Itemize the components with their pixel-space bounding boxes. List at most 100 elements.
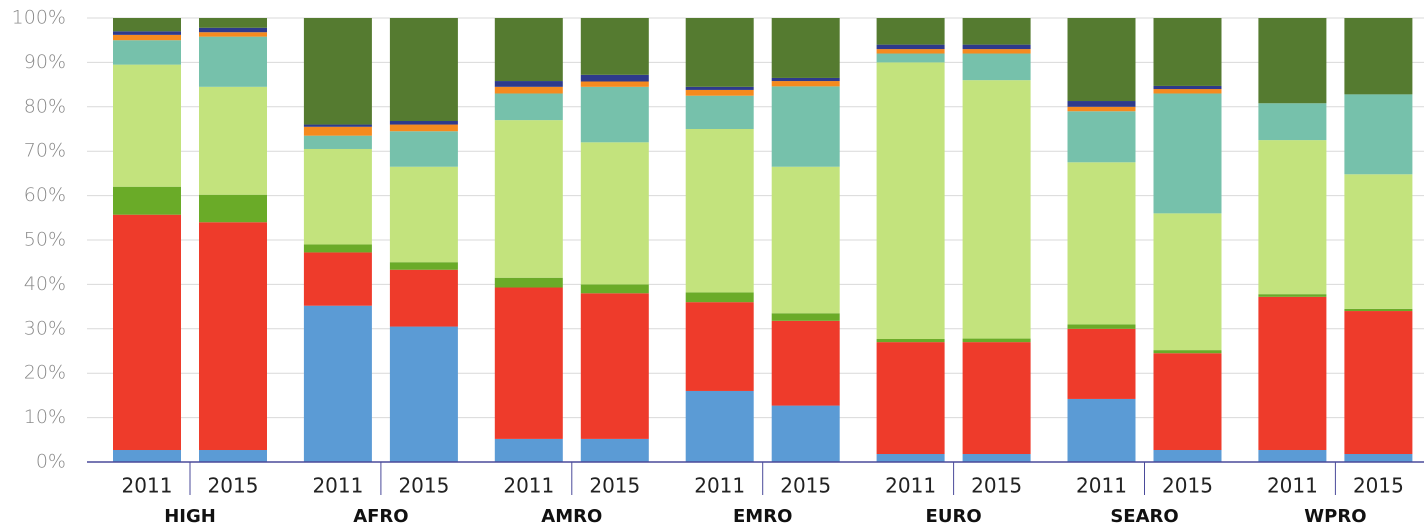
x-tick-label: 2015 bbox=[398, 474, 449, 498]
bar-segment bbox=[303, 252, 372, 306]
bar-segment bbox=[580, 74, 649, 82]
bar-segment bbox=[685, 129, 754, 293]
bar-segment bbox=[580, 18, 649, 75]
bar-segment bbox=[199, 32, 267, 37]
group-label: HIGH bbox=[164, 506, 216, 527]
bar-segment bbox=[1153, 353, 1222, 451]
bar-segment bbox=[876, 454, 945, 462]
bar-segment bbox=[1153, 350, 1222, 354]
bar-segment bbox=[113, 214, 181, 451]
bar-segment bbox=[389, 124, 458, 132]
bar-segment bbox=[771, 81, 840, 87]
x-tick-label: 2015 bbox=[1162, 474, 1213, 498]
y-tick-label: 30% bbox=[24, 317, 66, 339]
bar-segment bbox=[580, 81, 649, 87]
bar-segment bbox=[1258, 296, 1327, 451]
bar-segment bbox=[494, 120, 563, 278]
y-tick-label: 60% bbox=[24, 184, 66, 206]
y-tick-label: 0% bbox=[36, 451, 66, 473]
bar-segment bbox=[113, 40, 181, 65]
bar-segment bbox=[494, 287, 563, 439]
bar-segment bbox=[685, 89, 754, 96]
group-label: EMRO bbox=[733, 506, 792, 527]
bar-segment bbox=[1067, 398, 1136, 462]
bar-segment bbox=[685, 18, 754, 87]
bar-segment bbox=[494, 438, 563, 462]
bar-segment bbox=[113, 31, 181, 35]
bar-segment bbox=[303, 126, 372, 136]
x-tick-label: 2015 bbox=[589, 474, 640, 498]
bar-segment bbox=[199, 450, 267, 462]
bar-segment bbox=[685, 292, 754, 303]
bar-segment bbox=[1258, 450, 1327, 462]
bar-segment bbox=[303, 124, 372, 127]
bar-segment bbox=[685, 86, 754, 90]
bar-segment bbox=[876, 18, 945, 45]
group-label: SEARO bbox=[1110, 506, 1178, 527]
x-tick-label: 2011 bbox=[312, 474, 363, 498]
bar-segment bbox=[1258, 18, 1327, 104]
bar-segment bbox=[1067, 111, 1136, 163]
bar-segment bbox=[389, 262, 458, 270]
bar-segment bbox=[303, 244, 372, 253]
bar-segment bbox=[685, 390, 754, 462]
bar-segment bbox=[771, 77, 840, 82]
bar-segment bbox=[962, 18, 1031, 45]
bar-segment bbox=[962, 454, 1031, 462]
y-tick-label: 100% bbox=[12, 7, 66, 29]
group-label: EURO bbox=[926, 506, 982, 527]
bar-segment bbox=[580, 438, 649, 462]
bar-segment bbox=[1067, 106, 1136, 112]
bar-segment bbox=[1153, 450, 1222, 462]
bar-segment bbox=[1344, 18, 1413, 95]
y-tick-label: 50% bbox=[24, 229, 66, 251]
bar-segment bbox=[303, 305, 372, 462]
bar-segment bbox=[389, 166, 458, 263]
group-label: AMRO bbox=[541, 506, 602, 527]
bar-segment bbox=[771, 405, 840, 462]
bar-segment bbox=[303, 135, 372, 149]
y-tick-label: 10% bbox=[24, 406, 66, 428]
bar-segment bbox=[389, 18, 458, 122]
y-tick-label: 90% bbox=[24, 51, 66, 73]
bar-segment bbox=[199, 36, 267, 87]
bar-segment bbox=[876, 342, 945, 455]
y-tick-label: 70% bbox=[24, 140, 66, 162]
bar-segment bbox=[1344, 454, 1413, 462]
bar-segment bbox=[771, 320, 840, 406]
bar-segment bbox=[876, 53, 945, 63]
bar-segment bbox=[1258, 103, 1327, 141]
bar-segment bbox=[1067, 324, 1136, 329]
group-label: WPRO bbox=[1304, 506, 1366, 527]
bar-segment bbox=[494, 277, 563, 288]
bar-segment bbox=[1153, 93, 1222, 214]
y-tick-label: 40% bbox=[24, 273, 66, 295]
bar-segment bbox=[199, 222, 267, 451]
bar-segment bbox=[771, 166, 840, 314]
y-tick-label: 20% bbox=[24, 362, 66, 384]
bar-segment bbox=[1344, 174, 1413, 309]
bar-segment bbox=[1153, 18, 1222, 86]
bar-segment bbox=[580, 293, 649, 439]
bar-segment bbox=[303, 18, 372, 125]
x-tick-label: 2011 bbox=[694, 474, 745, 498]
bar-segment bbox=[389, 121, 458, 125]
x-tick-label: 2015 bbox=[208, 474, 259, 498]
bar-segment bbox=[199, 86, 267, 195]
bar-segment bbox=[580, 142, 649, 285]
bar-segment bbox=[1067, 328, 1136, 399]
bar-segment bbox=[303, 148, 372, 245]
bar-segment bbox=[113, 64, 181, 187]
bar-segment bbox=[685, 95, 754, 129]
bar-segment bbox=[580, 284, 649, 294]
bar-segment bbox=[771, 313, 840, 321]
bar-segment bbox=[494, 86, 563, 94]
x-tick-label: 2011 bbox=[885, 474, 936, 498]
bar-segment bbox=[1153, 85, 1222, 90]
bar-segment bbox=[1067, 18, 1136, 102]
bar-segment bbox=[1067, 101, 1136, 107]
bar-segment bbox=[580, 86, 649, 143]
bar-segment bbox=[1258, 294, 1327, 297]
bar-segment bbox=[113, 34, 181, 41]
